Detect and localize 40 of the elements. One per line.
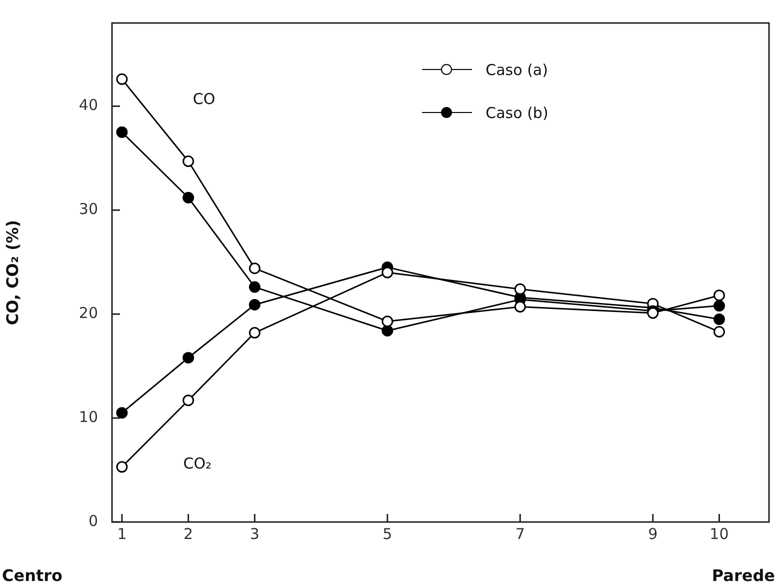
x-tick-label: 1 — [117, 524, 127, 543]
point — [713, 290, 725, 302]
point — [116, 461, 128, 473]
point — [713, 300, 725, 312]
text: Centro — [2, 566, 63, 585]
point — [713, 326, 725, 338]
point — [116, 407, 128, 419]
y-tick-label: 10 — [78, 408, 98, 426]
point — [713, 314, 725, 326]
point — [182, 394, 194, 406]
point — [182, 192, 194, 204]
x-tick-label: 9 — [648, 524, 658, 543]
y-axis-title: CO, CO₂ (%) — [2, 220, 22, 326]
point — [514, 283, 526, 295]
point — [116, 73, 128, 85]
x-tick-label: 10 — [710, 524, 729, 543]
x-tick-label: 5 — [382, 524, 392, 543]
legend-label: Caso (a) — [486, 60, 548, 78]
point — [248, 281, 260, 293]
x-tick-label: 3 — [250, 524, 260, 543]
x-tick-label: 7 — [515, 524, 525, 543]
legend-label: Caso (b) — [486, 104, 548, 122]
y-tick-label: 0 — [88, 512, 98, 530]
point — [382, 316, 394, 328]
point — [116, 126, 128, 138]
annotation: CO — [192, 90, 216, 108]
point — [514, 301, 526, 313]
y-tick-label: 40 — [78, 96, 98, 114]
y-tick-label: 20 — [78, 304, 98, 322]
annotation: CO₂ — [183, 454, 212, 473]
y-tick-label: 30 — [78, 200, 98, 218]
point — [248, 262, 260, 274]
x-tick-label: 2 — [184, 524, 194, 543]
point — [248, 298, 260, 310]
point — [182, 156, 194, 168]
text: Parede — [712, 566, 776, 585]
point — [382, 324, 394, 336]
point — [382, 266, 394, 278]
point — [248, 327, 260, 339]
point — [182, 352, 194, 364]
